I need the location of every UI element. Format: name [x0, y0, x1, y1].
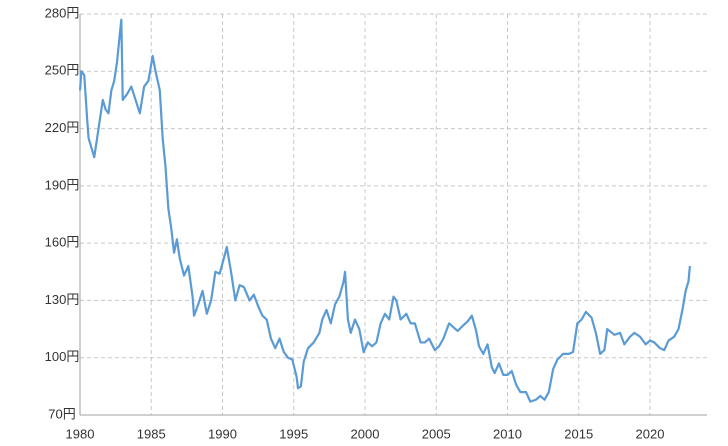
- x-tick-label: 2020: [636, 426, 665, 441]
- y-tick-label: 280円: [45, 5, 80, 20]
- y-tick-label: 160円: [45, 235, 80, 250]
- line: [78, 18, 691, 403]
- y-tick-label: 70円: [48, 406, 75, 421]
- x-tick-label: 1990: [208, 426, 237, 441]
- y-tick-label: 100円: [45, 349, 80, 364]
- x-tick-label: 1995: [279, 426, 308, 441]
- x-tick-label: 2005: [422, 426, 451, 441]
- y-tick-label: 220円: [45, 120, 80, 135]
- x-tick-label: 1985: [137, 426, 166, 441]
- y-tick-label: 250円: [45, 63, 80, 78]
- x-tick-label: 2010: [493, 426, 522, 441]
- x-tick-label: 2015: [564, 426, 593, 441]
- y-tick-label: 190円: [45, 177, 80, 192]
- x-tick-label: 2000: [351, 426, 380, 441]
- x-tick-label: 1980: [66, 426, 95, 441]
- y-tick-label: 130円: [45, 292, 80, 307]
